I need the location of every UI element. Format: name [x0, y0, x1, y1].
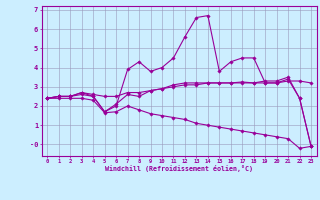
X-axis label: Windchill (Refroidissement éolien,°C): Windchill (Refroidissement éolien,°C) [105, 165, 253, 172]
